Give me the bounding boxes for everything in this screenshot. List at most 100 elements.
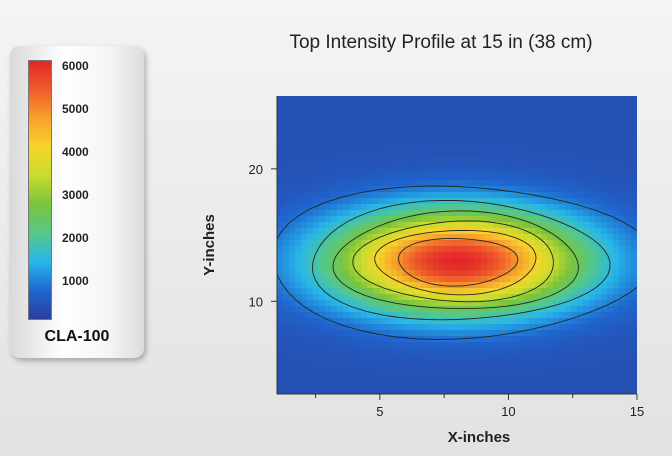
intensity-cell xyxy=(553,312,560,319)
intensity-cell xyxy=(373,174,380,181)
intensity-cell xyxy=(301,234,308,241)
intensity-cell xyxy=(415,216,422,223)
intensity-cell xyxy=(301,102,308,109)
intensity-cell xyxy=(625,300,632,307)
intensity-cell xyxy=(589,96,596,103)
intensity-cell xyxy=(631,270,637,277)
intensity-cell xyxy=(541,228,548,235)
intensity-cell xyxy=(379,336,386,343)
intensity-cell xyxy=(499,366,506,373)
intensity-cell xyxy=(505,156,512,163)
intensity-cell xyxy=(283,324,290,331)
intensity-cell xyxy=(607,384,614,391)
intensity-cell xyxy=(433,360,440,367)
intensity-cell xyxy=(403,306,410,313)
intensity-cell xyxy=(529,330,536,337)
intensity-cell xyxy=(535,294,542,301)
intensity-cell xyxy=(589,390,596,394)
intensity-cell xyxy=(631,384,637,391)
intensity-cell xyxy=(505,270,512,277)
intensity-cell xyxy=(619,204,626,211)
intensity-cell xyxy=(547,288,554,295)
intensity-cell xyxy=(493,180,500,187)
intensity-cell xyxy=(283,288,290,295)
intensity-cell xyxy=(469,312,476,319)
intensity-cell xyxy=(445,264,452,271)
intensity-cell xyxy=(511,282,518,289)
intensity-cell xyxy=(379,126,386,133)
intensity-cell xyxy=(409,312,416,319)
intensity-cell xyxy=(463,246,470,253)
intensity-cell xyxy=(301,306,308,313)
intensity-cell xyxy=(517,348,524,355)
intensity-cell xyxy=(481,102,488,109)
intensity-cell xyxy=(349,156,356,163)
intensity-cell xyxy=(313,126,320,133)
intensity-cell xyxy=(331,126,338,133)
intensity-cell xyxy=(481,366,488,373)
intensity-cell xyxy=(595,192,602,199)
intensity-cell xyxy=(319,318,326,325)
intensity-cell xyxy=(487,96,494,103)
intensity-cell xyxy=(277,240,284,247)
intensity-cell xyxy=(337,204,344,211)
intensity-cell xyxy=(595,336,602,343)
intensity-cell xyxy=(283,246,290,253)
intensity-cell xyxy=(613,132,620,139)
intensity-cell xyxy=(625,276,632,283)
intensity-cell xyxy=(541,330,548,337)
intensity-cell xyxy=(331,120,338,127)
intensity-cell xyxy=(517,138,524,145)
intensity-cell xyxy=(343,318,350,325)
intensity-cell xyxy=(523,264,530,271)
intensity-cell xyxy=(409,234,416,241)
x-tick-label: 15 xyxy=(630,404,644,419)
intensity-cell xyxy=(595,312,602,319)
intensity-cell xyxy=(331,360,338,367)
intensity-cell xyxy=(319,144,326,151)
intensity-cell xyxy=(607,144,614,151)
intensity-cell xyxy=(427,240,434,247)
intensity-cell xyxy=(589,294,596,301)
intensity-cell xyxy=(499,216,506,223)
intensity-cell xyxy=(415,180,422,187)
intensity-cell xyxy=(439,168,446,175)
intensity-cell xyxy=(529,126,536,133)
intensity-cell xyxy=(505,162,512,169)
intensity-cell xyxy=(463,330,470,337)
intensity-cell xyxy=(487,360,494,367)
intensity-cell xyxy=(343,246,350,253)
intensity-cell xyxy=(451,216,458,223)
intensity-cell xyxy=(583,318,590,325)
intensity-cell xyxy=(523,174,530,181)
intensity-cell xyxy=(529,192,536,199)
intensity-cell xyxy=(619,288,626,295)
intensity-cell xyxy=(349,276,356,283)
intensity-cell xyxy=(517,288,524,295)
intensity-cell xyxy=(397,156,404,163)
intensity-cell xyxy=(307,276,314,283)
intensity-cell xyxy=(313,168,320,175)
intensity-cell xyxy=(475,342,482,349)
intensity-cell xyxy=(385,276,392,283)
intensity-cell xyxy=(343,180,350,187)
intensity-cell xyxy=(325,216,332,223)
intensity-cell xyxy=(499,294,506,301)
intensity-cell xyxy=(577,162,584,169)
intensity-cell xyxy=(343,378,350,385)
intensity-cell xyxy=(397,108,404,115)
intensity-cell xyxy=(349,150,356,157)
intensity-cell xyxy=(523,318,530,325)
intensity-cell xyxy=(613,192,620,199)
intensity-cell xyxy=(625,234,632,241)
intensity-cell xyxy=(631,120,637,127)
intensity-cell xyxy=(325,270,332,277)
intensity-cell xyxy=(409,132,416,139)
intensity-cell xyxy=(307,210,314,217)
intensity-cell xyxy=(289,366,296,373)
intensity-cell xyxy=(427,390,434,394)
intensity-cell xyxy=(427,252,434,259)
intensity-cell xyxy=(379,198,386,205)
intensity-cell xyxy=(499,120,506,127)
intensity-cell xyxy=(337,288,344,295)
